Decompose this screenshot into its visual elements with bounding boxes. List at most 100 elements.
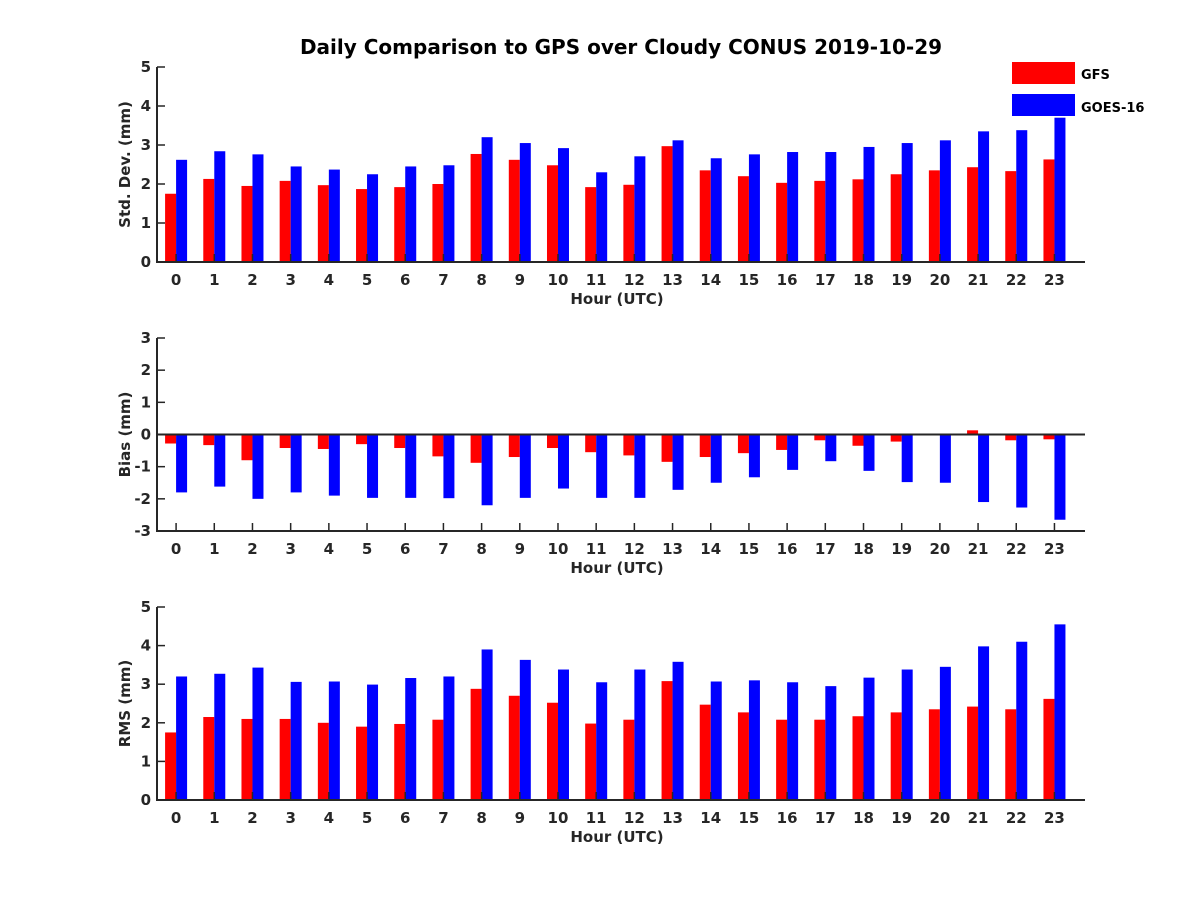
x-tick-label: 16: [777, 540, 798, 558]
y-tick-label: 3: [141, 675, 151, 693]
bar-goes16-6: [405, 166, 417, 262]
bar-gfs-3: [279, 718, 291, 800]
y-tick-label: 5: [141, 58, 151, 76]
x-tick-label: 7: [438, 540, 448, 558]
x-tick-label: 18: [853, 540, 874, 558]
y-tick-label: 2: [141, 361, 151, 379]
bar-goes16-1: [214, 434, 226, 487]
x-tick-label: 20: [929, 540, 950, 558]
x-tick-label: 11: [586, 809, 607, 827]
bar-goes16-15: [748, 154, 760, 262]
bar-gfs-6: [394, 723, 406, 800]
y-tick-label: 2: [141, 714, 151, 732]
bar-goes16-3: [290, 166, 302, 262]
bar-goes16-6: [405, 434, 417, 498]
bar-gfs-17: [814, 180, 826, 262]
bar-gfs-3: [279, 434, 291, 449]
x-tick-label: 13: [662, 809, 683, 827]
x-tick-label: 8: [476, 271, 486, 289]
bar-gfs-11: [585, 434, 597, 453]
bar-goes16-20: [939, 140, 951, 262]
bar-goes16-18: [863, 434, 875, 471]
x-tick-label: 15: [738, 271, 759, 289]
bar-goes16-2: [252, 434, 264, 499]
y-tick-label: 4: [141, 97, 151, 115]
bar-gfs-19: [890, 712, 902, 800]
bar-gfs-21: [967, 167, 979, 262]
bar-goes16-2: [252, 154, 264, 262]
bar-goes16-7: [443, 165, 455, 262]
x-tick-label: 17: [815, 540, 836, 558]
x-tick-label: 17: [815, 271, 836, 289]
bar-gfs-2: [241, 185, 253, 262]
bar-goes16-0: [176, 159, 188, 262]
bar-gfs-6: [394, 434, 406, 449]
bar-goes16-7: [443, 676, 455, 800]
legend: GFS GOES-16: [1012, 62, 1144, 116]
bar-goes16-4: [328, 169, 340, 262]
bar-goes16-4: [328, 681, 340, 800]
x-tick-label: 9: [515, 540, 525, 558]
bar-gfs-4: [317, 434, 329, 449]
bar-goes16-1: [214, 151, 226, 262]
bar-gfs-12: [623, 184, 635, 262]
x-tick-label: 0: [171, 271, 181, 289]
bar-gfs-21: [967, 706, 979, 800]
bar-gfs-2: [241, 718, 253, 800]
bar-goes16-9: [519, 659, 531, 800]
bar-goes16-15: [748, 680, 760, 800]
bar-goes16-7: [443, 434, 455, 499]
y-tick-label: 0: [141, 426, 151, 444]
y-axis-label: RMS (mm): [116, 660, 134, 747]
bar-goes16-9: [519, 434, 531, 498]
bar-gfs-9: [508, 434, 520, 458]
bar-goes16-12: [634, 156, 646, 262]
y-tick-label: -1: [134, 458, 151, 476]
x-tick-label: 5: [362, 540, 372, 558]
x-tick-label: 16: [777, 809, 798, 827]
bar-gfs-21: [967, 430, 979, 435]
x-tick-label: 14: [700, 809, 721, 827]
x-tick-label: 12: [624, 271, 645, 289]
bar-goes16-19: [901, 669, 913, 800]
bar-goes16-0: [176, 434, 188, 493]
x-tick-label: 6: [400, 271, 410, 289]
bar-gfs-5: [356, 189, 368, 262]
y-tick-label: 3: [141, 329, 151, 347]
bar-gfs-22: [1005, 434, 1017, 441]
bar-gfs-11: [585, 187, 597, 262]
x-tick-label: 19: [891, 271, 912, 289]
x-tick-label: 9: [515, 271, 525, 289]
x-tick-label: 15: [738, 540, 759, 558]
bar-gfs-17: [814, 719, 826, 800]
bar-gfs-18: [852, 434, 864, 446]
x-tick-label: 2: [247, 809, 257, 827]
bar-goes16-19: [901, 434, 913, 483]
bar-goes16-8: [481, 649, 493, 800]
bar-gfs-14: [699, 704, 711, 800]
x-tick-label: 2: [247, 271, 257, 289]
bar-goes16-10: [557, 434, 569, 489]
bar-gfs-11: [585, 723, 597, 800]
x-axis-label: Hour (UTC): [570, 559, 663, 577]
y-tick-label: 2: [141, 175, 151, 193]
x-tick-label: 7: [438, 271, 448, 289]
bar-goes16-16: [787, 682, 799, 800]
bar-goes16-23: [1054, 434, 1066, 520]
y-tick-label: -3: [134, 522, 151, 540]
bar-goes16-14: [710, 434, 722, 483]
bar-gfs-0: [165, 193, 177, 262]
x-tick-label: 22: [1006, 809, 1027, 827]
x-tick-label: 1: [209, 809, 219, 827]
y-tick-label: 5: [141, 598, 151, 616]
x-tick-label: 11: [586, 540, 607, 558]
x-tick-label: 10: [548, 809, 569, 827]
bar-gfs-23: [1043, 159, 1055, 262]
bar-gfs-8: [470, 688, 482, 800]
bar-gfs-5: [356, 434, 368, 445]
x-tick-label: 21: [968, 271, 989, 289]
bar-goes16-5: [367, 434, 379, 498]
bar-goes16-8: [481, 137, 493, 262]
